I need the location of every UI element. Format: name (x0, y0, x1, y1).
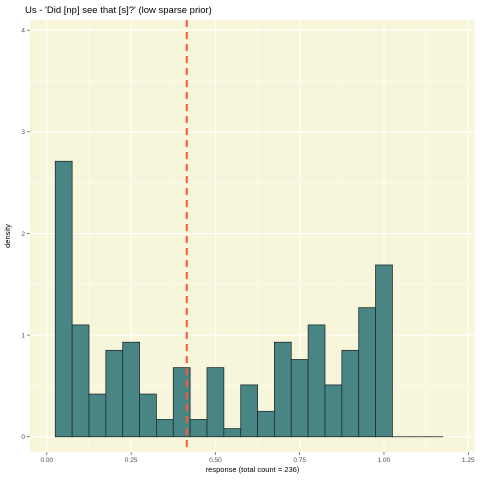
x-axis: 0.00 0.25 0.50 0.75 1.00 1.25 (41, 452, 475, 464)
chart-title: Us - 'Did [np] see that [s]?' (low spars… (25, 5, 212, 16)
y-tick-label: 2 (21, 231, 25, 238)
histogram-bar (88, 393, 107, 438)
histogram-bar (71, 324, 90, 438)
y-tick-label: 0 (21, 434, 25, 441)
x-axis-title: response (total count = 236) (206, 465, 300, 474)
histogram-bar (156, 419, 174, 438)
histogram-bar (274, 341, 292, 438)
histogram-bar (307, 324, 326, 438)
x-tick-label: 1.25 (462, 457, 475, 464)
x-tick-label: 1.00 (378, 457, 391, 464)
histogram-bar (223, 428, 242, 438)
histogram-bar (240, 384, 258, 438)
histogram-bar (375, 264, 393, 438)
x-tick-label: 0.75 (293, 457, 306, 464)
y-tick-label: 1 (21, 332, 25, 339)
y-tick-label: 3 (21, 129, 25, 136)
histogram-bar (257, 410, 275, 438)
x-tick-label: 0.50 (209, 457, 222, 464)
histogram-bar (324, 384, 343, 438)
histogram-bar (341, 349, 360, 438)
histogram-bar (139, 393, 157, 438)
histogram-bar (189, 419, 208, 438)
histogram-bar (54, 160, 73, 438)
histogram-bar (172, 367, 191, 438)
histogram-bar (122, 341, 140, 438)
histogram-bar (105, 349, 124, 438)
plot-panel (30, 20, 475, 452)
y-axis: 0 1 2 3 4 (21, 27, 30, 441)
y-axis-title: density (3, 224, 12, 248)
x-tick-label: 0.00 (41, 457, 54, 464)
bars (54, 160, 444, 438)
histogram-bar (358, 307, 376, 438)
histogram-bar (290, 359, 309, 438)
y-tick-label: 4 (21, 27, 25, 34)
x-tick-label: 0.25 (125, 457, 138, 464)
histogram-bar (206, 367, 225, 438)
